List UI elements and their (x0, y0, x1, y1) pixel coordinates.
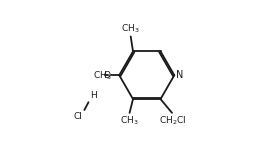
Text: H: H (90, 91, 97, 100)
Text: O: O (104, 71, 111, 80)
Text: CH$_3$: CH$_3$ (121, 23, 139, 35)
Text: Cl: Cl (74, 112, 83, 121)
Text: CH$_3$: CH$_3$ (93, 70, 112, 82)
Text: CH$_2$Cl: CH$_2$Cl (159, 114, 186, 127)
Text: N: N (176, 70, 184, 80)
Text: CH$_3$: CH$_3$ (120, 114, 139, 127)
